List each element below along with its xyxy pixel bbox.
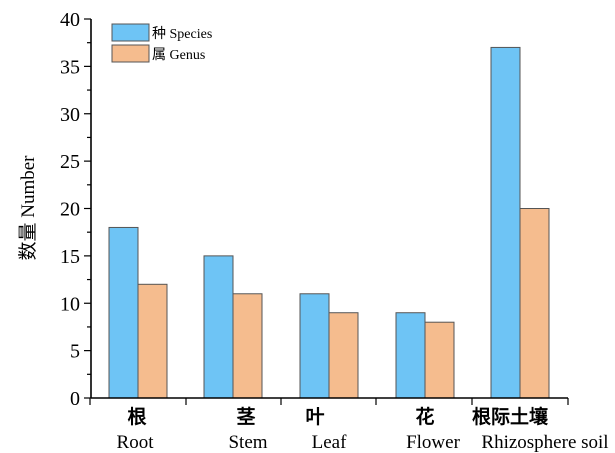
legend-swatch-species bbox=[111, 23, 150, 42]
legend-swatch-genus bbox=[111, 44, 150, 63]
legend-label-species: 种 Species bbox=[152, 26, 212, 42]
bar-genus-rhizosphere-soil bbox=[519, 208, 550, 399]
y-tick-label: 10 bbox=[60, 293, 80, 315]
category-label-en: Flower bbox=[406, 432, 461, 453]
bar-species-leaf bbox=[299, 293, 330, 399]
y-tick-label: 40 bbox=[60, 9, 80, 31]
bars-layer bbox=[108, 46, 550, 399]
bar-species-stem bbox=[203, 255, 234, 399]
bar-genus-root bbox=[137, 283, 168, 399]
labels-layer: 根 Root 茎 Stem 叶 Leaf 花 Flower 根际土壤 Rhizosphere so… bbox=[117, 405, 609, 453]
ticks-layer: 0 5 10 15 20 25 30 35 40 bbox=[60, 9, 569, 410]
y-tick-label: 5 bbox=[70, 341, 80, 363]
bar-species-flower bbox=[395, 312, 426, 399]
y-tick-label: 30 bbox=[60, 104, 80, 126]
y-tick-label: 25 bbox=[60, 151, 80, 173]
category-label-zh: 根际土壤 bbox=[472, 405, 549, 428]
bar-genus-stem bbox=[232, 293, 263, 399]
category-label-zh: 花 bbox=[415, 405, 434, 428]
category-label-zh: 根 bbox=[127, 405, 146, 428]
category-label-en: Root bbox=[117, 432, 155, 453]
y-axis-label: 数量 Number bbox=[17, 155, 39, 261]
category-label-en: Leaf bbox=[312, 432, 347, 453]
category-label-en: Rhizosphere soil bbox=[481, 432, 608, 453]
category-label-zh: 茎 bbox=[236, 405, 255, 428]
y-tick-label: 20 bbox=[60, 199, 80, 221]
legend-label-genus: 属 Genus bbox=[152, 48, 205, 63]
bar-species-rhizosphere-soil bbox=[490, 46, 521, 399]
y-tick-label: 35 bbox=[60, 56, 80, 78]
category-label-en: Stem bbox=[228, 432, 267, 453]
bar-genus-flower bbox=[424, 321, 455, 399]
category-label-zh: 叶 bbox=[305, 406, 324, 428]
y-tick-label: 15 bbox=[60, 246, 80, 268]
bar-species-root bbox=[108, 226, 139, 399]
bar-genus-leaf bbox=[328, 312, 359, 399]
legend: 种 Species 属 Genus bbox=[111, 23, 212, 63]
y-tick-label: 0 bbox=[70, 388, 80, 410]
